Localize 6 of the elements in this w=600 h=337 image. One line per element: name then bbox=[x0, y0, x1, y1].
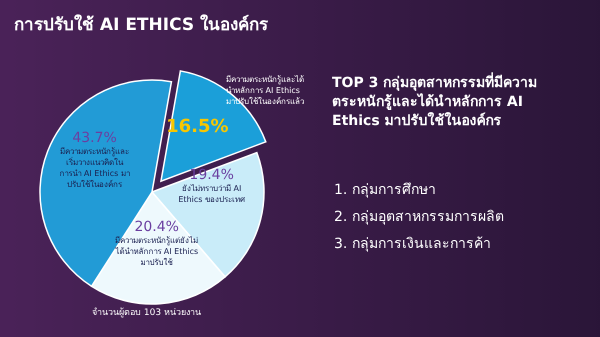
annotation: จำนวนผู้ตอบ 103 หน่วยงาน bbox=[92, 306, 202, 319]
annotation: 2. กลุ่มอุตสาหกรรมการผลิต bbox=[334, 208, 505, 227]
title: การปรับใช้ AI ETHICS ในองค์กร bbox=[14, 13, 270, 37]
annotation: 1. กลุ่มการศึกษา bbox=[334, 181, 437, 200]
annotation: TOP 3 กลุ่มอุตสาหกรรมที่มีความตระหนักรู้และได้นำหลักการ AI Ethics มาปรับใช้ในองค์กร bbox=[332, 74, 547, 131]
annotation: 3. กลุ่มการเงินและการค้า bbox=[334, 235, 492, 254]
